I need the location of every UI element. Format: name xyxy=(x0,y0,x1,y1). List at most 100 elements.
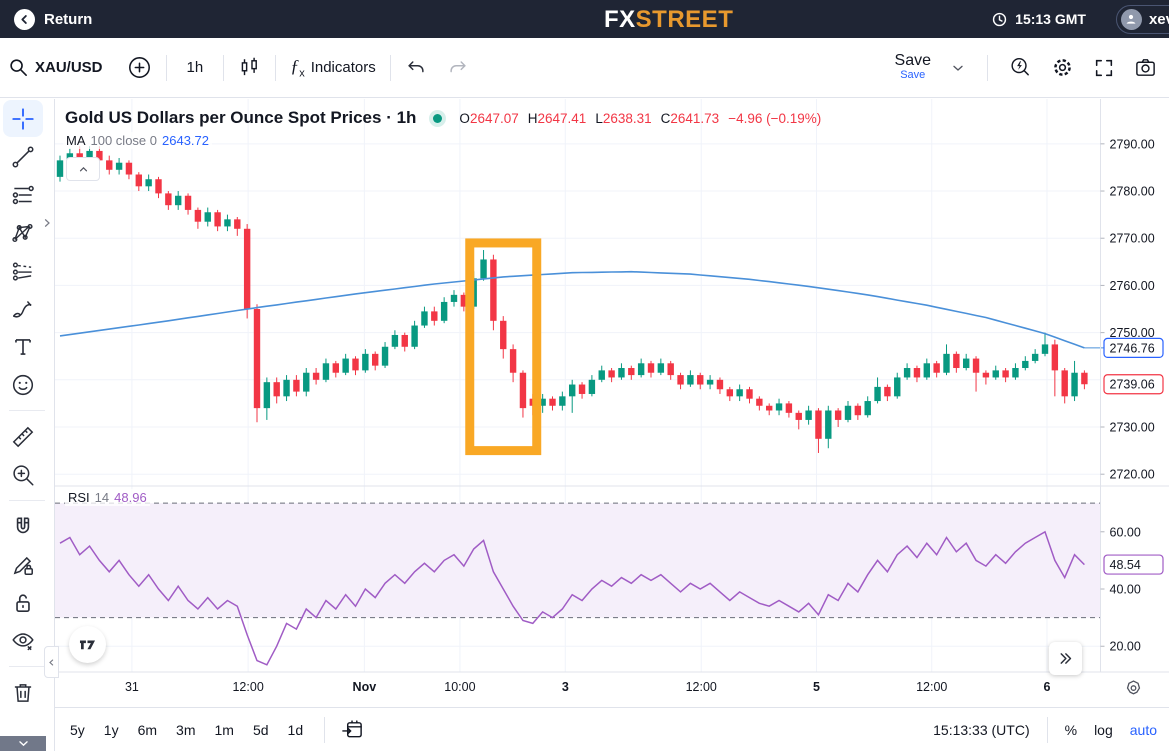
symbol-button[interactable]: XAU/USD xyxy=(35,59,103,76)
log-scale-button[interactable]: log xyxy=(1094,721,1113,738)
undo-icon[interactable] xyxy=(405,57,427,79)
remove-drawings-tool-icon[interactable] xyxy=(0,674,46,711)
candle-body xyxy=(982,372,990,378)
sidebar-expand-chevron-icon[interactable] xyxy=(41,217,53,229)
candle-body xyxy=(125,162,133,175)
projection-tool-icon[interactable] xyxy=(0,252,46,289)
utc-clock[interactable]: 15:13:33 (UTC) xyxy=(933,721,1030,738)
drawing-mode-lock-tool-icon[interactable] xyxy=(0,546,46,583)
legend-collapse-button[interactable] xyxy=(66,157,100,181)
measure-ruler-tool-icon[interactable] xyxy=(0,418,46,455)
candle-body xyxy=(66,153,74,161)
range-3m-button[interactable]: 3m xyxy=(176,721,196,738)
hide-all-drawings-tool-icon[interactable] xyxy=(0,622,46,659)
candle-body xyxy=(145,179,152,187)
range-5y-button[interactable]: 5y xyxy=(70,721,85,738)
fullscreen-icon[interactable] xyxy=(1093,57,1115,79)
rsi-indicator-legend[interactable]: RSI 14 48.96 xyxy=(65,489,150,506)
xabcd-pattern-tool-icon[interactable] xyxy=(0,214,46,251)
brush-tool-icon[interactable] xyxy=(0,290,46,327)
range-6m-button[interactable]: 6m xyxy=(137,721,158,738)
range-1m-button[interactable]: 1m xyxy=(214,721,234,738)
candle-body xyxy=(253,309,261,409)
back-icon xyxy=(14,8,35,30)
settings-gear-icon[interactable] xyxy=(1051,56,1074,79)
candle-body xyxy=(86,150,93,163)
user-menu-button[interactable]: xev xyxy=(1115,4,1169,34)
save-menu-chevron-icon[interactable] xyxy=(950,60,966,76)
tradingview-logo-button[interactable] xyxy=(69,626,106,663)
rsi-value-label xyxy=(1103,554,1164,575)
range-1d-button[interactable]: 1d xyxy=(287,721,304,738)
candle-body xyxy=(667,363,674,376)
go-to-date-icon[interactable] xyxy=(341,718,364,741)
candle-body xyxy=(135,174,142,187)
candle-body xyxy=(864,401,871,416)
search-icon[interactable] xyxy=(8,57,29,78)
range-5d-button[interactable]: 5d xyxy=(252,721,269,738)
save-button[interactable]: Save Save xyxy=(895,53,931,81)
candle-body xyxy=(421,311,428,326)
horizontal-lines-tool-icon[interactable] xyxy=(0,176,46,213)
zoom-in-tool-icon[interactable] xyxy=(0,456,46,493)
compare-add-icon[interactable] xyxy=(127,55,152,80)
indicators-button[interactable]: ƒx Indicators xyxy=(290,56,376,80)
candle-body xyxy=(500,320,507,350)
fxstreet-logo: FXSTREET xyxy=(604,6,733,34)
timezone-settings-icon[interactable] xyxy=(1123,678,1144,699)
candle-body xyxy=(834,410,842,420)
trend-line-tool-icon[interactable] xyxy=(0,138,46,175)
rsi-line[interactable] xyxy=(59,530,1085,666)
redo-icon[interactable] xyxy=(447,57,469,79)
candle-body xyxy=(884,386,891,397)
ohlc-values: O2647.07 H2647.41 L2638.31 C2641.73 −4.9… xyxy=(459,110,822,126)
scroll-to-recent-button[interactable] xyxy=(1049,642,1082,675)
lock-all-drawings-tool-icon[interactable] xyxy=(0,584,46,621)
price-tick-label: 2780.00 xyxy=(1110,185,1155,199)
candle-body xyxy=(706,379,714,385)
candle-body xyxy=(874,386,881,402)
emoji-tool-icon[interactable] xyxy=(0,366,46,403)
candle-body xyxy=(539,398,546,406)
candle-body xyxy=(1071,372,1078,397)
candle-body xyxy=(549,398,556,406)
candle-body xyxy=(224,219,231,227)
snapshot-camera-icon[interactable] xyxy=(1134,56,1157,79)
candle-body xyxy=(1051,344,1059,371)
time-tick-label: Nov xyxy=(353,680,377,694)
text-tool-icon[interactable] xyxy=(0,328,46,365)
candle-body xyxy=(736,389,743,397)
candle-body xyxy=(608,370,615,378)
candle-body xyxy=(726,389,733,397)
alert-icon[interactable] xyxy=(1009,56,1032,79)
chart-style-icon[interactable] xyxy=(238,56,261,79)
toolbar-right: Save Save xyxy=(895,53,1157,81)
rsi-tick-label: 40.00 xyxy=(1110,583,1141,597)
price-tick-label: 2790.00 xyxy=(1110,137,1155,151)
sidebar-more-collapse-button[interactable] xyxy=(0,736,46,751)
open-value: 2647.07 xyxy=(469,110,519,126)
chart-area[interactable]: 2790.00 2780.00 2770.00 2760.00 2750.00 2730.… xyxy=(55,99,1169,707)
candle-body xyxy=(716,379,724,390)
ma-indicator-legend[interactable]: MA 100 close 0 2643.72 xyxy=(63,132,212,149)
divider xyxy=(9,666,45,667)
highlight-rectangle[interactable] xyxy=(465,238,542,456)
ma-price-label xyxy=(1103,337,1164,359)
candle-body xyxy=(480,259,487,279)
return-button[interactable]: Return xyxy=(14,8,92,30)
candle-body xyxy=(844,405,852,420)
crosshair-tool-icon[interactable] xyxy=(3,100,43,137)
percent-scale-button[interactable]: % xyxy=(1064,721,1078,738)
ma100-line[interactable] xyxy=(59,270,1085,349)
candle-body xyxy=(687,375,694,385)
candle-body xyxy=(992,370,999,378)
interval-button[interactable]: 1h xyxy=(186,59,204,76)
auto-scale-button[interactable]: auto xyxy=(1129,721,1157,738)
fx-indicator-icon: ƒx xyxy=(290,55,305,80)
candle-body xyxy=(647,363,655,373)
price-chart-svg[interactable]: 2790.00 2780.00 2770.00 2760.00 2750.00 2730.… xyxy=(55,99,1169,707)
sidebar-collapse-tab[interactable] xyxy=(44,646,59,678)
magnet-tool-icon[interactable] xyxy=(0,508,46,545)
range-1y-button[interactable]: 1y xyxy=(103,721,119,738)
price-tick-label: 2750.00 xyxy=(1110,326,1155,340)
